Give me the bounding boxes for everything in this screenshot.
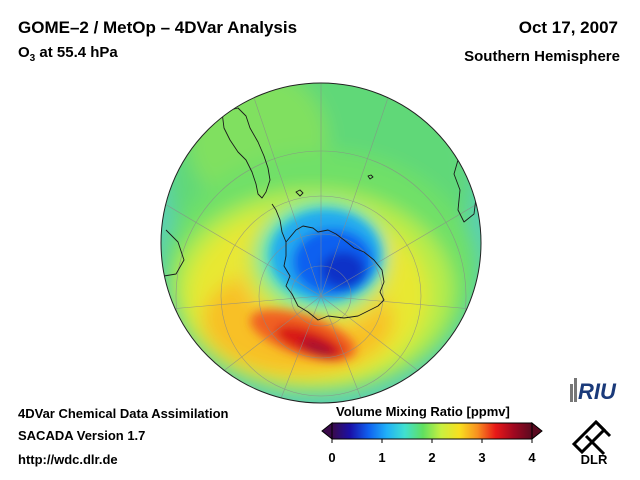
riu-logo-bar <box>574 378 577 402</box>
dlr-logo: DLR <box>571 419 612 466</box>
dlr-logo-mark <box>571 419 612 456</box>
riu-logo-text: RIU <box>578 379 617 404</box>
species-level: O3 at 55.4 hPa <box>18 44 118 68</box>
coastline-antarctic-peninsula <box>271 203 287 243</box>
colorbar-label: Volume Mixing Ratio [ppmv] <box>336 404 510 419</box>
colorbar <box>321 421 543 443</box>
region: Southern Hemisphere <box>464 48 620 65</box>
colorbar-tick-label: 4 <box>528 450 536 465</box>
species-subscript: 3 <box>29 53 36 64</box>
colorbar-tick-label: 0 <box>328 450 336 465</box>
riu-logo-bar <box>570 384 573 402</box>
coastline-south-america <box>221 107 271 199</box>
riu-logo: RIU <box>570 378 617 404</box>
coastline-southern-ocean-islands <box>295 174 374 197</box>
species-symbol: O <box>18 44 30 61</box>
coastline-africa <box>163 229 185 277</box>
level-text: at 55.4 hPa <box>35 44 118 61</box>
footer-line-1: 4DVar Chemical Data Assimilation <box>18 406 229 421</box>
footer-line-2: SACADA Version 1.7 <box>18 428 146 443</box>
colorbar-under-arrow <box>321 421 333 441</box>
colorbar-tick-label: 2 <box>428 450 436 465</box>
coastline-antarctica <box>283 225 385 321</box>
title: GOME–2 / MetOp – 4DVar Analysis <box>18 18 298 37</box>
colorbar-tick-label: 1 <box>378 450 386 465</box>
ozone-map <box>160 82 482 404</box>
colorbar-tick-label: 3 <box>478 450 486 465</box>
colorbar-over-arrow <box>531 421 543 441</box>
dlr-logo-text: DLR <box>581 452 608 466</box>
globe-outline <box>160 82 482 404</box>
date: Oct 17, 2007 <box>518 18 618 37</box>
colorbar-scale <box>331 422 533 440</box>
footer-line-3: http://wdc.dlr.de <box>18 452 118 467</box>
